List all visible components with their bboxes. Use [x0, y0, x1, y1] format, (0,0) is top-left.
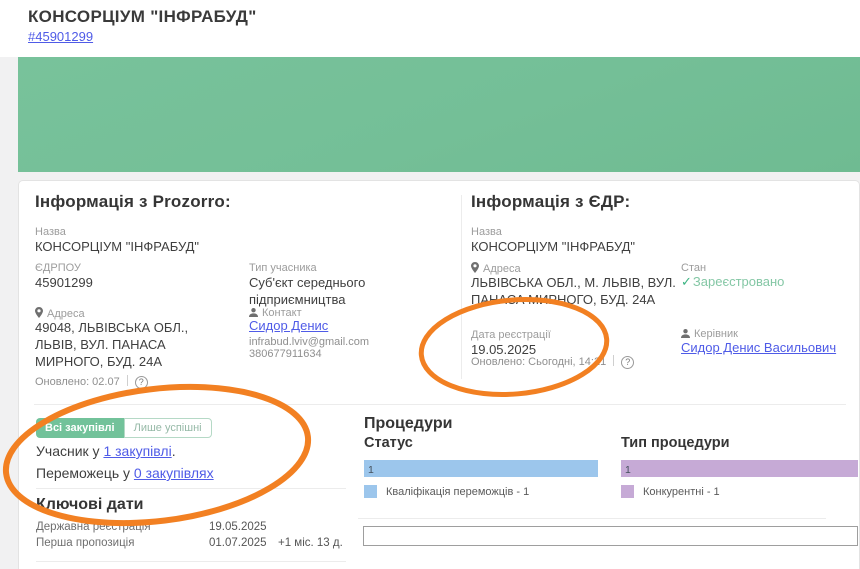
prozorro-address-label: Адреса: [35, 307, 85, 321]
status-chart-title: Статус: [364, 435, 413, 451]
toggle-all-purchases[interactable]: Всі закупівлі: [36, 418, 124, 438]
procedures-heading: Процедури: [364, 415, 453, 432]
person-icon: [249, 308, 258, 320]
contact-label: Контакт: [249, 307, 302, 320]
prozorro-edrpou-label: ЄДРПОУ: [35, 262, 81, 274]
key-date-value: 01.07.2025: [209, 537, 267, 549]
state-text: Зареєстровано: [692, 274, 785, 289]
head-label: Керівник: [681, 328, 738, 341]
type-chart-bar[interactable]: 1: [621, 460, 858, 477]
state-value: ✓Зареєстровано: [681, 274, 784, 290]
legend-swatch: [621, 485, 634, 498]
type-bar-value: 1: [625, 464, 631, 476]
contact-email: infrabud.lviv@gmail.com: [249, 336, 369, 348]
check-icon: ✓: [681, 274, 692, 289]
company-id-link[interactable]: #45901299: [28, 29, 94, 44]
head-person-link[interactable]: Сидор Денис Васильович: [681, 340, 837, 355]
edr-address-value: ЛЬВІВСЬКА ОБЛ., М. ЛЬВІВ, ВУЛ. ПАНАСА МИ…: [471, 275, 676, 307]
participant-type-label: Тип учасника: [249, 262, 317, 274]
company-info-card: Інформація з Prozorro: Назва КОНСОРЦІУМ …: [18, 180, 860, 569]
prozorro-section-heading: Інформація з Prozorro:: [35, 192, 231, 211]
type-chart-title: Тип процедури: [621, 435, 730, 451]
legend-swatch: [364, 485, 377, 498]
empty-input-box[interactable]: [363, 526, 858, 546]
map-pin-icon: [35, 307, 43, 321]
person-icon: [681, 329, 690, 341]
section-divider: [36, 488, 346, 489]
section-divider: [358, 518, 826, 519]
status-chart-legend: Кваліфікація переможців - 1: [364, 485, 529, 498]
edr-name-value: КОНСОРЦІУМ "ІНФРАБУД": [471, 239, 636, 254]
key-date-note: +1 міс. 13 д.: [278, 537, 343, 549]
participant-count-line: Учасник у 1 закупівлі.: [36, 443, 176, 459]
status-bar-value: 1: [368, 464, 374, 476]
contact-person-link[interactable]: Сидор Денис: [249, 318, 329, 333]
column-divider: [461, 195, 462, 379]
page-title: КОНСОРЦІУМ "ІНФРАБУД": [28, 7, 257, 26]
divider: [613, 355, 615, 366]
prozorro-edrpou-value: 45901299: [35, 275, 93, 290]
purchases-filter-toggle: Всі закупівлі Лише успішні: [36, 418, 212, 438]
help-question-icon[interactable]: ?: [134, 376, 148, 389]
prozorro-updated-text: Оновлено: 02.07: [35, 376, 120, 388]
edr-address-label: Адреса: [471, 262, 521, 276]
prozorro-name-label: Назва: [35, 226, 66, 238]
key-date-row: Перша пропозиція 01.07.2025 +1 міс. 13 д…: [36, 537, 346, 549]
toggle-successful-only[interactable]: Лише успішні: [123, 418, 212, 438]
contact-phone: 380677911634: [249, 348, 322, 360]
registration-date-label: Дата реєстрації: [471, 329, 551, 341]
prozorro-updated-row: Оновлено: 02.07?: [35, 375, 148, 389]
type-chart-legend: Конкурентні - 1: [621, 485, 720, 498]
prozorro-name-value: КОНСОРЦІУМ "ІНФРАБУД": [35, 239, 200, 254]
key-date-value: 19.05.2025: [209, 521, 267, 533]
key-date-label: Перша пропозиція: [36, 537, 135, 549]
participant-purchases-link[interactable]: 1 закупівлі: [103, 443, 172, 459]
key-dates-heading: Ключові дати: [36, 496, 144, 513]
participant-type-value: Суб'єкт середнього підприємництва: [249, 275, 366, 307]
company-banner-image: [18, 57, 860, 172]
edr-updated-row: Оновлено: Сьогодні, 14:21?: [471, 355, 635, 369]
section-divider: [34, 404, 846, 405]
section-divider: [36, 561, 346, 562]
state-label: Стан: [681, 262, 707, 274]
divider: [126, 375, 128, 386]
winner-count-line: Переможець у 0 закупівлях: [36, 465, 214, 481]
key-date-row: Державна реєстрація 19.05.2025: [36, 521, 346, 533]
map-pin-icon: [471, 262, 479, 276]
edr-name-label: Назва: [471, 226, 502, 238]
key-date-label: Державна реєстрація: [36, 521, 151, 533]
winner-purchases-link[interactable]: 0 закупівлях: [133, 465, 214, 481]
edr-section-heading: Інформація з ЄДР:: [471, 192, 631, 211]
prozorro-address-value: 49048, ЛЬВІВСЬКА ОБЛ., ЛЬВІВ, ВУЛ. ПАНАС…: [35, 320, 189, 369]
help-question-icon[interactable]: ?: [621, 356, 635, 369]
edr-updated-text: Оновлено: Сьогодні, 14:21: [471, 356, 607, 368]
page-header: КОНСОРЦІУМ "ІНФРАБУД" #45901299: [0, 0, 860, 57]
status-chart-bar[interactable]: 1: [364, 460, 598, 477]
